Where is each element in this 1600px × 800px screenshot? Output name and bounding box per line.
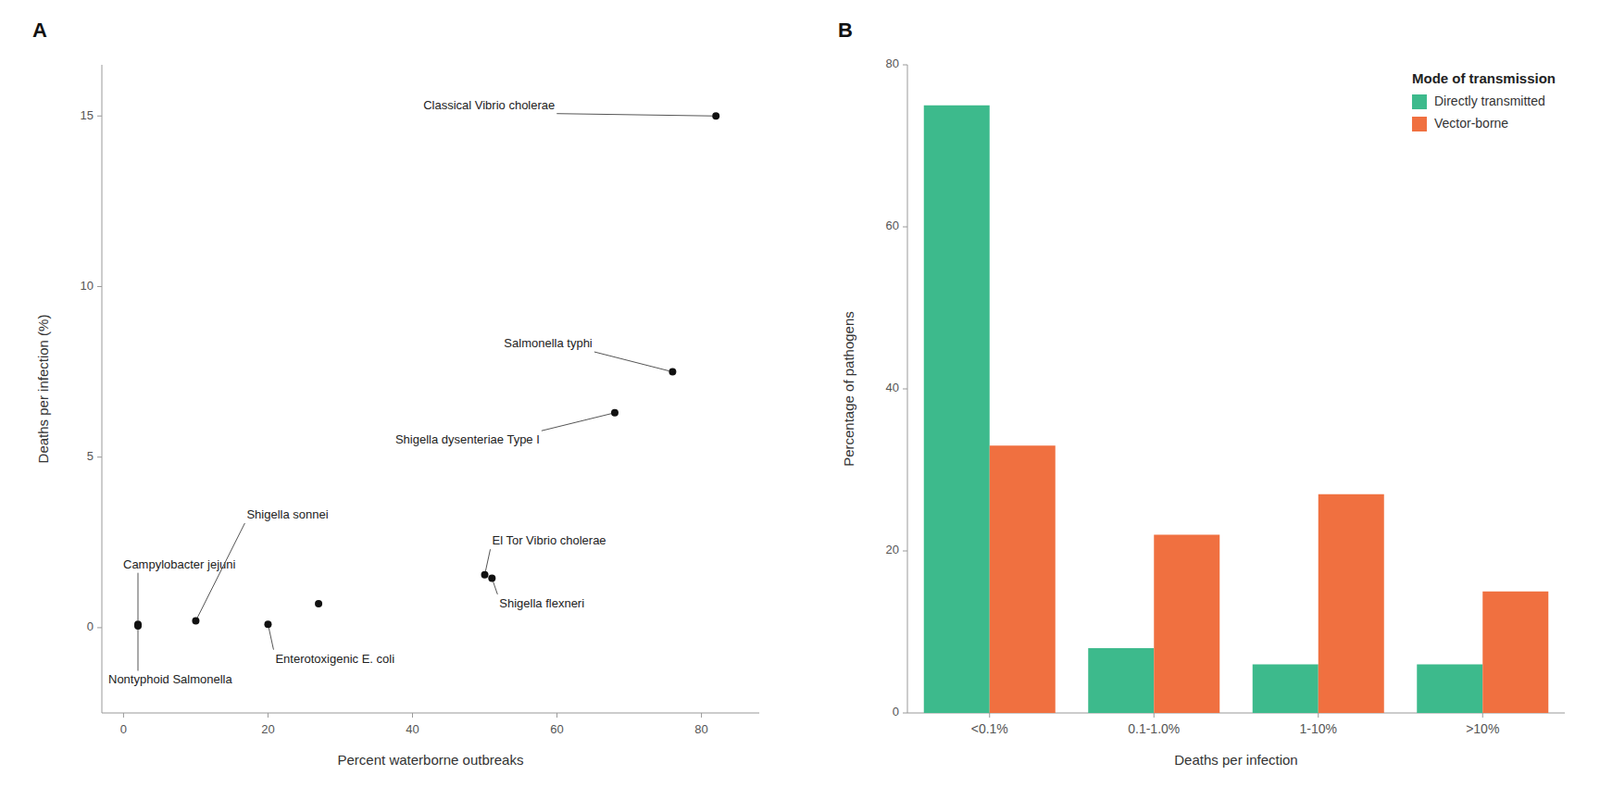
- annotation: Shigella dysenteriae Type I: [395, 432, 540, 447]
- x-tick-label: 1-10%: [1300, 721, 1338, 737]
- annotation-leader: [268, 627, 274, 650]
- bar: [1482, 591, 1549, 713]
- x-axis-label: Deaths per infection: [1174, 751, 1298, 768]
- scatter-point: [487, 574, 496, 582]
- y-tick-label: 20: [886, 542, 900, 557]
- x-axis-label: Percent waterborne outbreaks: [337, 751, 525, 768]
- y-tick: [97, 456, 102, 458]
- y-tick-label: 40: [886, 380, 900, 395]
- legend-swatch: [1412, 116, 1427, 132]
- x-tick-label: >10%: [1465, 721, 1500, 737]
- annotation: Classical Vibrio cholerae: [423, 98, 555, 113]
- bar: [1153, 535, 1220, 714]
- x-tick: [556, 712, 558, 718]
- y-tick-label: 80: [886, 56, 900, 71]
- legend-swatch: [1412, 94, 1427, 110]
- x-tick-label: 60: [550, 722, 563, 737]
- x-tick: [1153, 712, 1155, 718]
- x-tick: [1317, 712, 1319, 718]
- y-tick-label: 15: [80, 108, 94, 123]
- scatter-point: [263, 620, 272, 628]
- x-tick-label: 40: [405, 722, 419, 737]
- figure: 0 5 10 15 0 20 40 60 80 Percent waterborne outbre…: [0, 0, 1600, 800]
- bar: [1318, 494, 1385, 713]
- scatter-point: [611, 409, 619, 417]
- scatter-point: [314, 600, 323, 608]
- annotation: El Tor Vibrio cholerae: [492, 533, 607, 548]
- panel-title: B: [837, 18, 853, 42]
- x-tick-label: 80: [694, 722, 708, 737]
- panel-title: A: [32, 18, 48, 42]
- y-axis-line: [101, 64, 103, 713]
- y-tick-label: 5: [87, 449, 94, 463]
- bar: [924, 105, 990, 713]
- bar: [989, 445, 1056, 713]
- y-tick: [97, 626, 102, 628]
- bar: [1087, 648, 1154, 713]
- y-axis-label: Deaths per infection (%): [35, 314, 51, 464]
- bar: [1252, 664, 1319, 714]
- x-tick: [412, 712, 413, 718]
- y-tick: [902, 64, 908, 66]
- y-tick-label: 0: [892, 704, 900, 719]
- x-tick-label: 20: [261, 722, 275, 737]
- annotation-leader: [197, 523, 245, 618]
- annotation-leader: [556, 113, 713, 117]
- scatter-point: [668, 368, 676, 376]
- x-tick-label: 0: [120, 722, 127, 737]
- annotation-leader: [485, 549, 490, 572]
- x-tick: [1482, 712, 1484, 718]
- panel-scatter: 0 5 10 15 0 20 40 60 80 Percent waterborne outbre…: [32, 18, 760, 768]
- y-tick-label: 60: [886, 218, 900, 233]
- x-tick: [988, 712, 990, 718]
- panel-bar: 0 20 40 60 80 Deaths per infection Percentage …: [837, 18, 1565, 768]
- x-tick-label: <0.1%: [971, 721, 1009, 737]
- x-tick-label: 0.1-1.0%: [1127, 721, 1180, 737]
- y-tick-label: 10: [80, 278, 94, 293]
- annotation-leader: [594, 351, 670, 372]
- y-tick-label: 0: [87, 619, 94, 634]
- annotation-leader: [493, 581, 499, 595]
- annotation: Nontyphoid Salmonella: [108, 672, 233, 687]
- y-tick: [902, 226, 908, 228]
- plot-area: [924, 105, 1550, 713]
- annotation: Campylobacter jejuni: [123, 557, 237, 572]
- annotations: Campylobacter jejuni Nontyphoid Salmonell…: [108, 98, 713, 688]
- y-tick: [902, 550, 908, 552]
- legend: Mode of transmission Directly transmitted…: [1412, 70, 1556, 132]
- y-axis-label: Percentage of pathogens: [840, 311, 857, 467]
- annotation: Shigella flexneri: [499, 596, 585, 611]
- annotation: Salmonella typhi: [503, 336, 592, 350]
- plot-area: [134, 112, 720, 630]
- y-tick: [97, 286, 102, 288]
- legend-entry: Vector-borne: [1434, 115, 1509, 131]
- y-tick: [902, 388, 908, 390]
- annotation-leader: [137, 629, 139, 671]
- x-tick: [123, 712, 125, 718]
- annotation: Enterotoxigenic E. coli: [275, 651, 395, 666]
- bar: [1416, 664, 1483, 714]
- scatter-point: [191, 617, 200, 625]
- annotation-leader: [541, 413, 612, 431]
- y-tick: [902, 712, 908, 714]
- y-tick: [97, 115, 102, 117]
- scatter-point: [481, 571, 489, 579]
- scatter-point: [134, 622, 142, 630]
- x-tick: [700, 712, 702, 718]
- annotation-leader: [137, 573, 139, 622]
- legend-title: Mode of transmission: [1412, 70, 1556, 87]
- x-axis-line: [101, 712, 760, 714]
- x-tick: [267, 712, 269, 718]
- annotation: Shigella sonnei: [246, 507, 328, 522]
- legend-entry: Directly transmitted: [1434, 93, 1546, 109]
- scatter-point: [712, 112, 720, 120]
